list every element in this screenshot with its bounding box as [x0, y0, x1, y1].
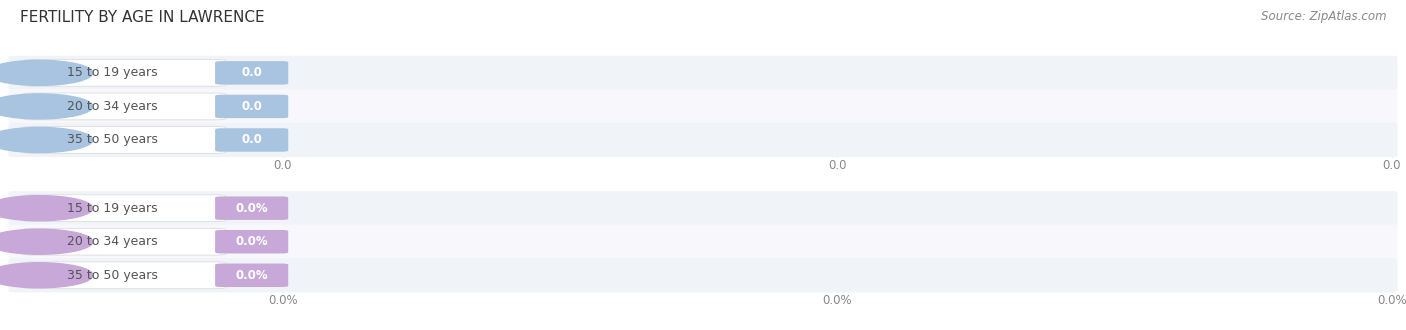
Text: 35 to 50 years: 35 to 50 years [67, 133, 159, 147]
Text: 0.0: 0.0 [828, 159, 846, 172]
Circle shape [0, 60, 93, 85]
Text: 0.0: 0.0 [242, 66, 262, 80]
Text: 0.0: 0.0 [1382, 159, 1402, 172]
Text: 0.0%: 0.0% [267, 294, 298, 307]
FancyBboxPatch shape [215, 61, 288, 84]
FancyBboxPatch shape [8, 123, 1398, 157]
Text: 15 to 19 years: 15 to 19 years [67, 66, 157, 80]
Circle shape [0, 196, 93, 221]
Text: 0.0%: 0.0% [235, 269, 269, 282]
FancyBboxPatch shape [22, 195, 226, 221]
Text: 0.0: 0.0 [273, 159, 292, 172]
Text: 0.0%: 0.0% [1376, 294, 1406, 307]
Circle shape [0, 127, 93, 152]
Text: 0.0%: 0.0% [235, 202, 269, 215]
FancyBboxPatch shape [22, 59, 226, 86]
FancyBboxPatch shape [215, 95, 288, 118]
Text: Source: ZipAtlas.com: Source: ZipAtlas.com [1261, 10, 1386, 23]
Text: 0.0: 0.0 [242, 100, 262, 113]
Text: 35 to 50 years: 35 to 50 years [67, 269, 159, 282]
Text: FERTILITY BY AGE IN LAWRENCE: FERTILITY BY AGE IN LAWRENCE [20, 10, 264, 25]
FancyBboxPatch shape [22, 127, 226, 153]
FancyBboxPatch shape [215, 128, 288, 152]
FancyBboxPatch shape [8, 89, 1398, 123]
Circle shape [0, 94, 93, 119]
Text: 20 to 34 years: 20 to 34 years [67, 235, 157, 248]
Text: 0.0: 0.0 [242, 133, 262, 147]
FancyBboxPatch shape [215, 264, 288, 287]
Text: 0.0%: 0.0% [823, 294, 852, 307]
FancyBboxPatch shape [215, 196, 288, 220]
FancyBboxPatch shape [8, 191, 1398, 225]
FancyBboxPatch shape [8, 225, 1398, 259]
FancyBboxPatch shape [22, 93, 226, 120]
FancyBboxPatch shape [22, 262, 226, 289]
FancyBboxPatch shape [22, 228, 226, 255]
FancyBboxPatch shape [8, 56, 1398, 90]
FancyBboxPatch shape [8, 258, 1398, 292]
Text: 20 to 34 years: 20 to 34 years [67, 100, 157, 113]
Text: 15 to 19 years: 15 to 19 years [67, 202, 157, 215]
Text: 0.0%: 0.0% [235, 235, 269, 248]
FancyBboxPatch shape [215, 230, 288, 253]
Circle shape [0, 229, 93, 254]
Circle shape [0, 263, 93, 288]
